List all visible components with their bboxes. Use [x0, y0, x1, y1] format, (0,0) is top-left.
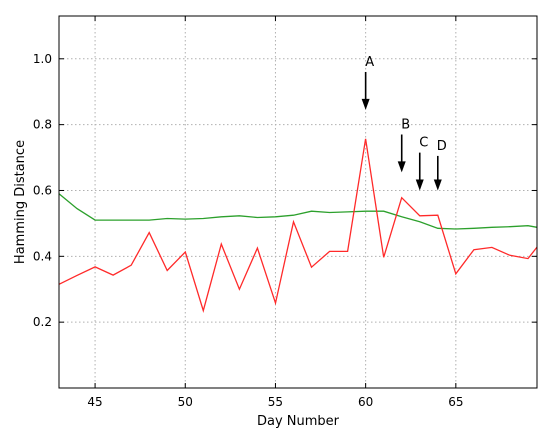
annotation-arrow-head — [397, 161, 406, 173]
x-tick-label: 60 — [358, 395, 373, 409]
annotation-arrow-head — [415, 179, 424, 191]
plot-frame — [58, 15, 538, 389]
y-tick-label: 0.6 — [33, 183, 52, 197]
x-tick-label: 50 — [178, 395, 193, 409]
annotation-label: D — [437, 139, 447, 154]
y-axis-label: Hamming Distance — [13, 140, 28, 264]
series-line-2 — [58, 138, 538, 313]
annotations: A BC D — [361, 55, 447, 191]
x-axis-label: Day Number — [257, 414, 340, 429]
x-tick-label: 45 — [87, 395, 102, 409]
grid — [59, 16, 537, 388]
annotation-label: C — [419, 136, 428, 151]
annotation-arrow-head — [361, 98, 370, 110]
series-line-1 — [58, 193, 538, 230]
annotation-arrow-head — [433, 179, 442, 191]
y-tick-label: 1.0 — [33, 52, 52, 66]
y-tick-label: 0.4 — [33, 249, 52, 263]
annotation-label: A — [365, 55, 374, 70]
axis-ticks: 45 50 55 60 65 0.2 0.4 0.6 0.8 1.0 — [33, 16, 537, 409]
series-lines — [58, 138, 538, 313]
x-tick-label: 65 — [448, 395, 463, 409]
annotation-label: B — [401, 118, 410, 133]
y-tick-label: 0.2 — [33, 315, 52, 329]
y-tick-label: 0.8 — [33, 118, 52, 132]
x-tick-label: 55 — [268, 395, 283, 409]
